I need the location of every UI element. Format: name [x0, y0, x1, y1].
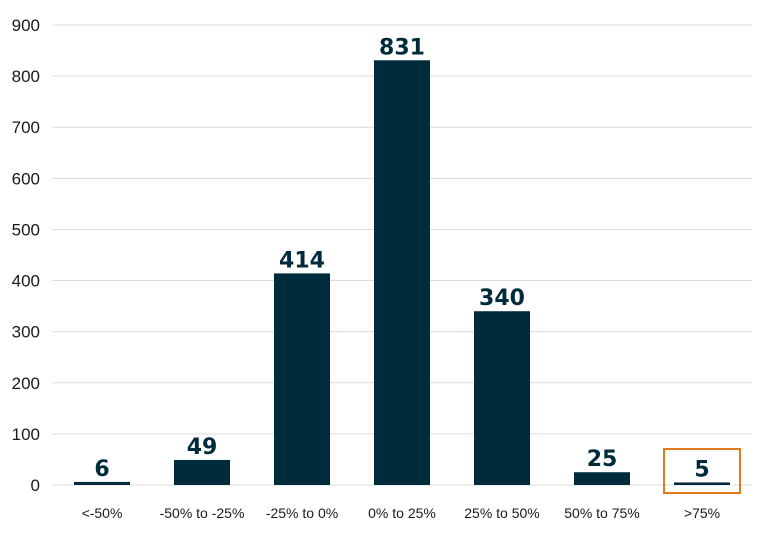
y-tick-label: 400 [12, 272, 40, 291]
bars [74, 60, 730, 486]
data-label: 6 [94, 457, 109, 482]
bar [174, 459, 230, 485]
y-tick-label: 100 [12, 425, 40, 444]
data-labels: 6 49 414 831 340 25 5 [94, 35, 709, 482]
x-tick-label: 25% to 50% [464, 505, 540, 521]
x-tick-label: 0% to 25% [368, 505, 436, 521]
bar [374, 60, 430, 486]
highlight-box [663, 448, 741, 494]
bar [674, 482, 730, 485]
data-label: 414 [279, 248, 325, 273]
data-label: 831 [379, 35, 425, 60]
data-label: 25 [587, 447, 618, 472]
data-label: 49 [187, 435, 218, 460]
y-tick-label: 0 [31, 476, 40, 495]
data-label: 5 [694, 457, 709, 482]
x-tick-label: -25% to 0% [266, 505, 338, 521]
x-axis: <-50% -50% to -25% -25% to 0% 0% to 25% 25% … [82, 505, 721, 521]
bar [574, 472, 630, 485]
bar [74, 481, 130, 485]
x-tick-label: -50% to -25% [160, 505, 245, 521]
y-tick-label: 700 [12, 118, 40, 137]
x-tick-label: >75% [684, 505, 720, 521]
y-tick-label: 600 [12, 169, 40, 188]
y-tick-label: 900 [12, 16, 40, 35]
highlight-layer [663, 448, 741, 494]
y-tick-label: 800 [12, 67, 40, 86]
y-tick-label: 200 [12, 374, 40, 393]
y-tick-label: 300 [12, 323, 40, 342]
y-axis: 0 100 200 300 400 500 600 700 800 900 [12, 16, 40, 495]
data-label: 340 [479, 286, 525, 311]
y-tick-label: 500 [12, 220, 40, 239]
bar [274, 273, 330, 485]
bar [474, 311, 530, 485]
x-tick-label: 50% to 75% [564, 505, 640, 521]
x-tick-label: <-50% [82, 505, 123, 521]
